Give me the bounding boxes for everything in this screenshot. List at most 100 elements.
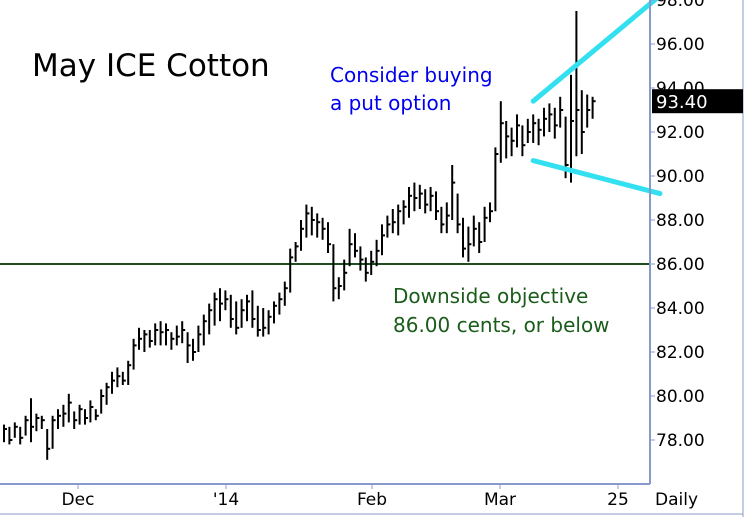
price-bar [111, 371, 115, 394]
price-bar [57, 409, 61, 429]
price-bar [543, 107, 547, 137]
price-bar [354, 233, 358, 258]
price-bar [321, 217, 326, 240]
x-tick-label: 25 [607, 490, 629, 510]
price-bar [132, 338, 137, 370]
price-bar [240, 299, 245, 328]
price-bar [483, 206, 488, 242]
put-annotation-line1: Consider buying [330, 63, 493, 87]
price-bar [294, 242, 299, 262]
objective-annotation-line2: 86.00 cents, or below [393, 313, 610, 337]
price-bar [310, 206, 315, 236]
price-bar [537, 118, 542, 146]
x-label-daily: Daily [655, 490, 698, 510]
price-bar [337, 277, 342, 300]
price-bar [553, 107, 558, 139]
price-bar [51, 415, 56, 449]
price-bar [35, 413, 40, 432]
price-bar [526, 118, 531, 143]
price-bar [391, 209, 396, 234]
price-bar [251, 290, 256, 328]
y-tick-label: 98.00 [656, 0, 705, 11]
price-bar [532, 114, 537, 143]
price-bar [181, 321, 186, 344]
price-bar [143, 330, 148, 352]
y-tick-label: 78.00 [656, 431, 705, 451]
price-bar [84, 409, 88, 425]
price-bar [570, 74, 574, 183]
x-tick-label: Mar [484, 490, 516, 510]
price-bar [402, 200, 407, 225]
price-bar [186, 332, 191, 363]
price-bar [213, 292, 218, 326]
put-annotation-line2: a put option [330, 91, 451, 115]
price-bar [283, 281, 288, 306]
price-bar [440, 206, 445, 234]
price-bar [408, 187, 412, 218]
price-bar [67, 393, 72, 423]
price-bar [575, 11, 580, 157]
price-bar [229, 294, 234, 328]
price-bar [154, 323, 159, 346]
price-bar [40, 415, 45, 429]
price-bar [521, 125, 526, 157]
price-bar [300, 220, 304, 251]
price-bar [175, 325, 180, 346]
price-bar [94, 409, 99, 421]
price-bar [8, 426, 13, 445]
last-price-box: 93.40 [652, 89, 743, 114]
price-bar [273, 301, 277, 324]
price-bar [278, 292, 283, 315]
price-bar [424, 189, 429, 214]
price-bar [100, 389, 105, 414]
price-bar [165, 323, 169, 346]
y-tick-label: 96.00 [656, 35, 705, 55]
price-bar [580, 90, 585, 154]
price-bar [30, 398, 34, 443]
y-tick-label: 82.00 [656, 343, 705, 363]
price-bar [359, 246, 364, 271]
price-bar [591, 96, 596, 119]
price-bar [445, 202, 450, 234]
price-bar [516, 114, 520, 148]
price-bar [73, 411, 78, 429]
price-bar [418, 184, 423, 209]
price-bar [467, 226, 472, 262]
price-bar [19, 426, 24, 445]
price-bar [316, 213, 321, 238]
price-bar [267, 310, 272, 335]
price-bar [105, 382, 110, 405]
price-bar [305, 204, 310, 238]
objective-annotation-line1: Downside objective [393, 284, 588, 308]
y-tick-label: 86.00 [656, 255, 705, 275]
last-price-label: 93.40 [656, 92, 708, 113]
price-bar [559, 96, 564, 128]
price-bar [381, 224, 385, 256]
wedge-lower-line [530, 158, 663, 197]
price-bar [505, 121, 510, 159]
price-bar [208, 303, 213, 335]
price-bar [586, 94, 591, 128]
price-bar [413, 182, 418, 212]
price-bar [148, 330, 153, 348]
price-bar [219, 288, 223, 322]
price-bar [462, 217, 466, 258]
x-tick-label: '14 [213, 490, 239, 510]
price-bar [246, 294, 250, 322]
x-tick-label: Feb [357, 490, 387, 510]
price-bar [13, 422, 18, 438]
price-bar [78, 404, 83, 425]
price-bar [121, 371, 126, 385]
price-bar [3, 424, 7, 443]
price-bar [348, 228, 353, 267]
price-bar [343, 259, 348, 291]
price-bar [289, 248, 294, 293]
price-bar [510, 127, 515, 157]
price-bar [375, 239, 380, 267]
price-bar [494, 147, 499, 212]
wedge-upper-line [530, 0, 659, 104]
price-bar [332, 244, 337, 302]
price-bar [24, 415, 29, 436]
